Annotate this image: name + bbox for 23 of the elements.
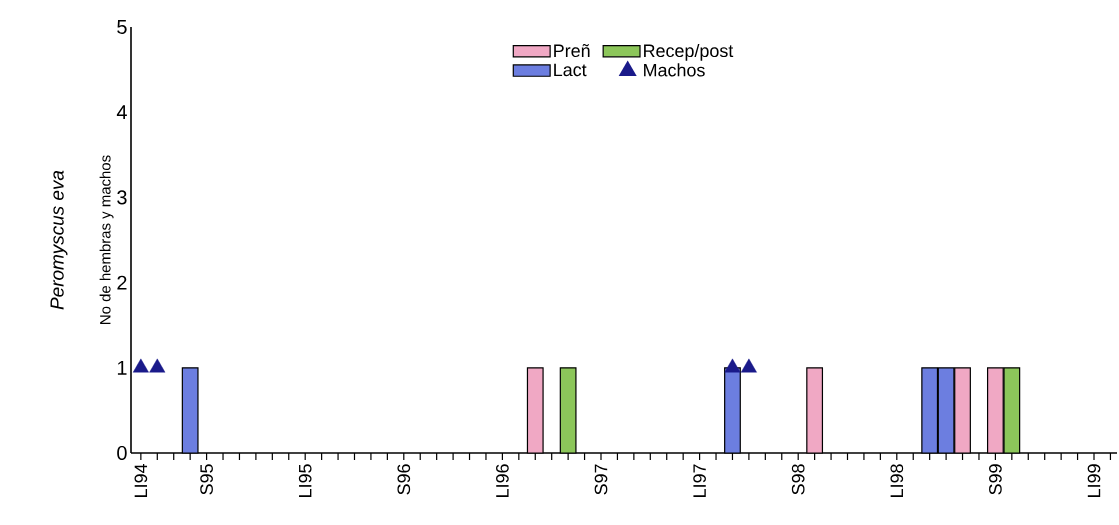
x-tick-label: S99 (989, 464, 1002, 495)
y-tick-label: 5 (117, 20, 127, 34)
x-tick-label: S97 (594, 464, 608, 495)
text: Peromyscus eva (50, 170, 68, 310)
legend-label: Lact (554, 63, 587, 77)
y-tick-label: 3 (117, 190, 127, 205)
legend-label: Preñ (554, 44, 590, 58)
x-tick-label: LI99 (1087, 464, 1101, 497)
x-tick-label: LI94 (134, 464, 148, 497)
x-tick-label: S96 (397, 464, 411, 495)
y-tick-label: 2 (117, 275, 127, 290)
legend-label: Recep/post (644, 43, 734, 61)
y-tick-label: 0 (117, 445, 127, 461)
x-tick-label: LI95 (298, 464, 312, 497)
y-tick-label: 4 (116, 105, 127, 120)
x-tick-label: S95 (200, 464, 213, 495)
x-tick-label: S98 (791, 464, 805, 495)
y-tick-label: 1 (117, 360, 127, 375)
x-tick-label: LI96 (496, 464, 509, 497)
legend-label: Machos (644, 63, 705, 77)
y-axis-title: No de hembras y machos (99, 155, 114, 324)
x-tick-label: LI98 (890, 464, 904, 497)
x-tick-label: LI97 (693, 464, 706, 497)
